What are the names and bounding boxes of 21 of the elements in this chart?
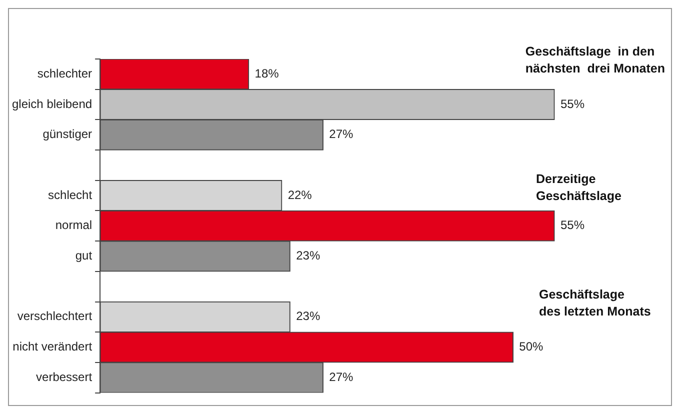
data-label: 23% [296,248,320,263]
y-tick-label: verbessert [36,370,93,384]
data-label: 55% [560,218,585,232]
y-tick-label: günstiger [42,127,92,142]
data-label: 55% [560,96,585,111]
y-tick-label: schlecht [48,188,93,202]
y-tick-label: schlechter [37,66,92,80]
data-label: 22% [288,188,312,202]
y-tick-label: gut [75,248,93,263]
y-tick-label: nicht verändert [12,340,93,354]
data-label: 50% [519,340,544,354]
data-label: 27% [329,370,354,384]
y-tick-label: normal [55,218,92,232]
annotation: Geschäftslage des letzten Monats [539,287,651,318]
annotation: Derzeitige Geschäftslage [536,172,622,204]
data-label: 18% [254,66,280,80]
y-tick-label: verschlechtert [17,309,93,324]
y-tick-label: gleich bleibend [12,96,92,111]
data-label: 27% [329,127,354,142]
data-label: 23% [296,309,320,324]
annotation: Geschäftslage in den nächsten drei Monaten [525,44,666,76]
